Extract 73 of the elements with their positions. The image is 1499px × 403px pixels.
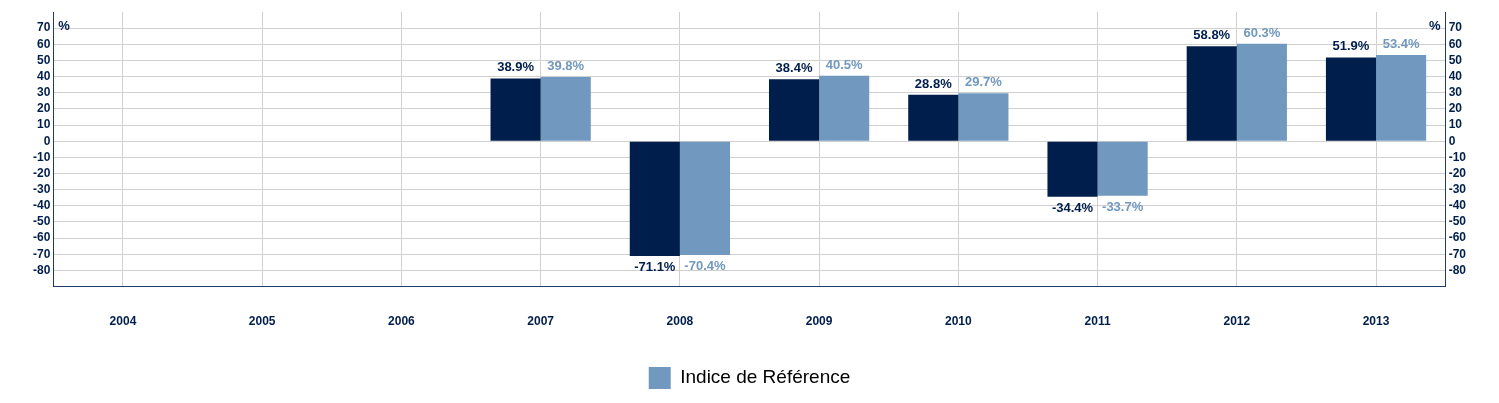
data-label: 53.4% — [1382, 36, 1420, 52]
y-tick-label: -70 — [33, 246, 51, 261]
y-tick-label: -80 — [33, 262, 51, 277]
bar — [958, 93, 1009, 141]
bar — [1325, 57, 1377, 141]
data-label: 39.8% — [547, 58, 585, 74]
x-tick-label: 2007 — [527, 314, 555, 329]
y2-tick-label: 60 — [1448, 36, 1463, 51]
x-tick-label: 2010 — [945, 314, 973, 329]
x-tick-label: 2013 — [1362, 314, 1390, 329]
y-tick-label: -10 — [33, 149, 51, 164]
x-tick-label: 2005 — [248, 314, 276, 329]
y2-tick-label: 30 — [1448, 85, 1463, 100]
bar — [679, 141, 731, 255]
bar — [1236, 43, 1287, 141]
data-label: -70.4% — [684, 258, 726, 274]
bar — [540, 76, 591, 141]
bar — [1376, 54, 1427, 141]
data-label: -71.1% — [634, 259, 676, 275]
data-label: -33.7% — [1102, 198, 1144, 214]
bar — [629, 141, 680, 257]
data-label: 60.3% — [1243, 24, 1281, 40]
x-tick-label: 2008 — [666, 314, 694, 329]
y-tick-label: 50 — [36, 52, 51, 67]
y-tick-label: 60 — [36, 36, 51, 51]
y2-tick-label: -70 — [1448, 246, 1467, 261]
x-tick-label: 2009 — [805, 314, 833, 329]
y2-tick-label: 10 — [1448, 117, 1463, 132]
x-tick-label: 2004 — [109, 314, 137, 329]
data-label: 38.9% — [497, 59, 535, 75]
y2-tick-label: 40 — [1448, 68, 1463, 83]
bar — [768, 79, 820, 141]
bar — [908, 94, 959, 141]
x-tick-label: 2006 — [388, 314, 416, 329]
y-tick-label: -60 — [33, 230, 51, 245]
y2-tick-label: -60 — [1448, 230, 1467, 245]
bar — [1047, 141, 1098, 197]
data-label: -34.4% — [1051, 199, 1094, 215]
y2-tick-label: -10 — [1448, 149, 1467, 164]
y2-tick-label: -30 — [1448, 181, 1467, 196]
y-tick-label: 0 — [43, 133, 51, 148]
y2-axis-title: % — [1429, 17, 1442, 33]
y-tick-label: -30 — [33, 181, 51, 196]
bar — [1186, 46, 1237, 141]
data-label: 28.8% — [914, 75, 953, 91]
y2-tick-label: 50 — [1448, 52, 1463, 67]
y-tick-label: 40 — [36, 68, 51, 83]
data-label: 51.9% — [1332, 38, 1370, 54]
x-tick-label: 2011 — [1084, 314, 1111, 329]
y2-tick-label: 20 — [1448, 101, 1463, 116]
y-tick-label: -40 — [33, 198, 51, 213]
data-label: 38.4% — [775, 60, 813, 76]
y2-tick-label: -50 — [1448, 214, 1467, 229]
y-tick-label: -20 — [33, 165, 51, 180]
y-tick-label: -50 — [33, 214, 51, 229]
y-tick-label: 20 — [36, 101, 51, 116]
data-label: 58.8% — [1193, 27, 1231, 43]
bar — [819, 75, 870, 141]
legend-label: Indice de Référence — [680, 366, 851, 388]
bar — [490, 78, 541, 141]
y2-tick-label: -40 — [1448, 198, 1467, 213]
y2-tick-label: -20 — [1448, 165, 1467, 180]
y-tick-label: 10 — [36, 117, 51, 132]
data-label: 29.7% — [964, 74, 1003, 90]
y-tick-label: 30 — [36, 85, 51, 100]
y-axis-title: % — [58, 17, 71, 33]
y-tick-label: 70 — [36, 20, 51, 35]
y2-tick-label: 0 — [1448, 133, 1456, 148]
x-tick-label: 2012 — [1223, 314, 1251, 329]
y2-tick-label: 70 — [1448, 20, 1463, 35]
data-label: 40.5% — [825, 56, 864, 72]
bar — [1097, 141, 1148, 196]
y2-tick-label: -80 — [1448, 262, 1467, 277]
